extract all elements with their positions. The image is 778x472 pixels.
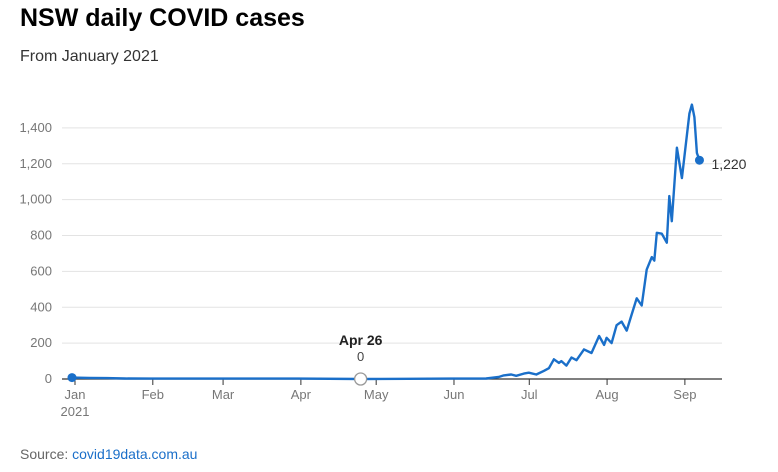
x-tick-label: Aug: [596, 387, 619, 402]
y-tick-label: 400: [30, 299, 52, 314]
x-tick-label: Feb: [142, 387, 164, 402]
source-link[interactable]: covid19data.com.au: [72, 446, 198, 462]
x-tick-label: Mar: [212, 387, 235, 402]
x-tick-label: Jan: [65, 387, 86, 402]
y-tick-label: 200: [30, 335, 52, 350]
chart-subtitle: From January 2021: [20, 48, 159, 65]
y-tick-label: 1,000: [19, 192, 52, 207]
end-value-label: 1,220: [711, 156, 746, 172]
x-tick-sublabel: 2021: [61, 404, 90, 419]
source-prefix: Source:: [20, 446, 73, 462]
x-tick-label: May: [364, 387, 389, 402]
hover-marker: [353, 372, 368, 386]
y-tick-label: 1,200: [19, 156, 52, 171]
series-end-point: [694, 155, 704, 165]
y-tick-label: 1,400: [19, 120, 52, 135]
x-tick-label: Jun: [443, 387, 464, 402]
x-tick-label: Jul: [521, 387, 538, 402]
source-note: Source: covid19data.com.au: [20, 446, 197, 462]
series-line: [70, 103, 701, 381]
y-tick-label: 600: [30, 263, 52, 278]
x-tick-label: Apr: [291, 387, 312, 402]
x-tick-label: Sep: [673, 387, 696, 402]
annotation-date-label: Apr 26: [339, 332, 383, 348]
chart-area: 0 200 400 600 800 1,000 1,200 1,400 Jan 2021 Feb Ma…: [19, 103, 747, 419]
y-tick-label: 0: [45, 371, 52, 386]
y-tick-label: 800: [30, 228, 52, 243]
annotation-value-label: 0: [357, 349, 364, 364]
chart-title: NSW daily COVID cases: [20, 4, 305, 32]
series-start-point: [67, 373, 77, 383]
